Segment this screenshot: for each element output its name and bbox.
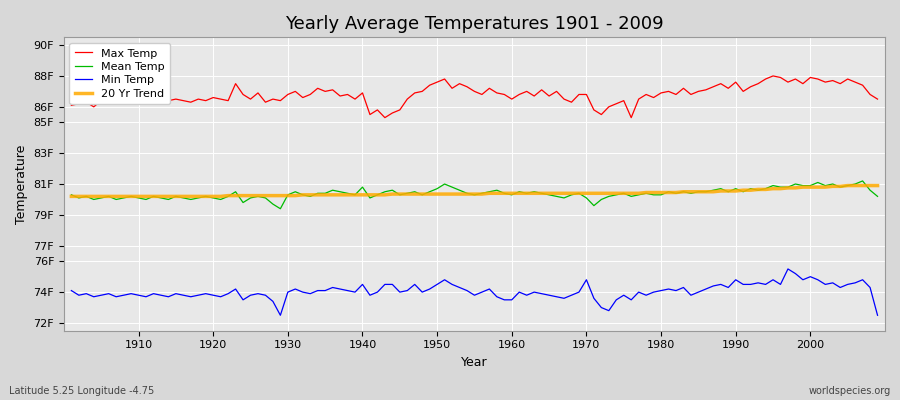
Max Temp — [768, 74, 778, 78]
20 Yr Trend — [872, 183, 883, 188]
20 Yr Trend — [842, 183, 853, 188]
Text: worldspecies.org: worldspecies.org — [809, 386, 891, 396]
Min Temp — [514, 290, 525, 294]
Mean Temp — [275, 206, 286, 211]
Mean Temp — [507, 192, 517, 197]
Max Temp — [507, 97, 517, 102]
20 Yr Trend — [499, 191, 509, 196]
Mean Temp — [342, 191, 353, 196]
Max Temp — [66, 103, 77, 108]
Max Temp — [872, 97, 883, 102]
Mean Temp — [126, 194, 137, 199]
Min Temp — [297, 290, 308, 294]
Mean Temp — [857, 178, 868, 183]
Min Temp — [126, 291, 137, 296]
Max Temp — [335, 94, 346, 98]
Mean Temp — [872, 194, 883, 199]
Line: Mean Temp: Mean Temp — [71, 181, 878, 209]
Min Temp — [342, 288, 353, 293]
Min Temp — [275, 313, 286, 318]
Mean Temp — [603, 194, 614, 199]
Max Temp — [290, 89, 301, 94]
Line: Max Temp: Max Temp — [71, 76, 878, 118]
20 Yr Trend — [126, 194, 137, 199]
20 Yr Trend — [507, 191, 517, 196]
20 Yr Trend — [596, 191, 607, 196]
Text: Latitude 5.25 Longitude -4.75: Latitude 5.25 Longitude -4.75 — [9, 386, 154, 396]
Line: 20 Yr Trend: 20 Yr Trend — [71, 186, 878, 196]
Min Temp — [872, 313, 883, 318]
20 Yr Trend — [290, 193, 301, 198]
Title: Yearly Average Temperatures 1901 - 2009: Yearly Average Temperatures 1901 - 2009 — [285, 15, 664, 33]
20 Yr Trend — [66, 194, 77, 199]
Line: Min Temp: Min Temp — [71, 269, 878, 315]
Mean Temp — [514, 189, 525, 194]
Legend: Max Temp, Mean Temp, Min Temp, 20 Yr Trend: Max Temp, Mean Temp, Min Temp, 20 Yr Tre… — [69, 43, 170, 104]
Min Temp — [507, 298, 517, 302]
20 Yr Trend — [335, 192, 346, 197]
Mean Temp — [66, 192, 77, 197]
Max Temp — [126, 97, 137, 102]
X-axis label: Year: Year — [461, 356, 488, 369]
Max Temp — [380, 115, 391, 120]
Max Temp — [603, 104, 614, 109]
Min Temp — [783, 266, 794, 271]
Min Temp — [603, 308, 614, 313]
Y-axis label: Temperature: Temperature — [15, 144, 28, 224]
Max Temp — [514, 92, 525, 97]
Mean Temp — [297, 192, 308, 197]
Min Temp — [66, 288, 77, 293]
